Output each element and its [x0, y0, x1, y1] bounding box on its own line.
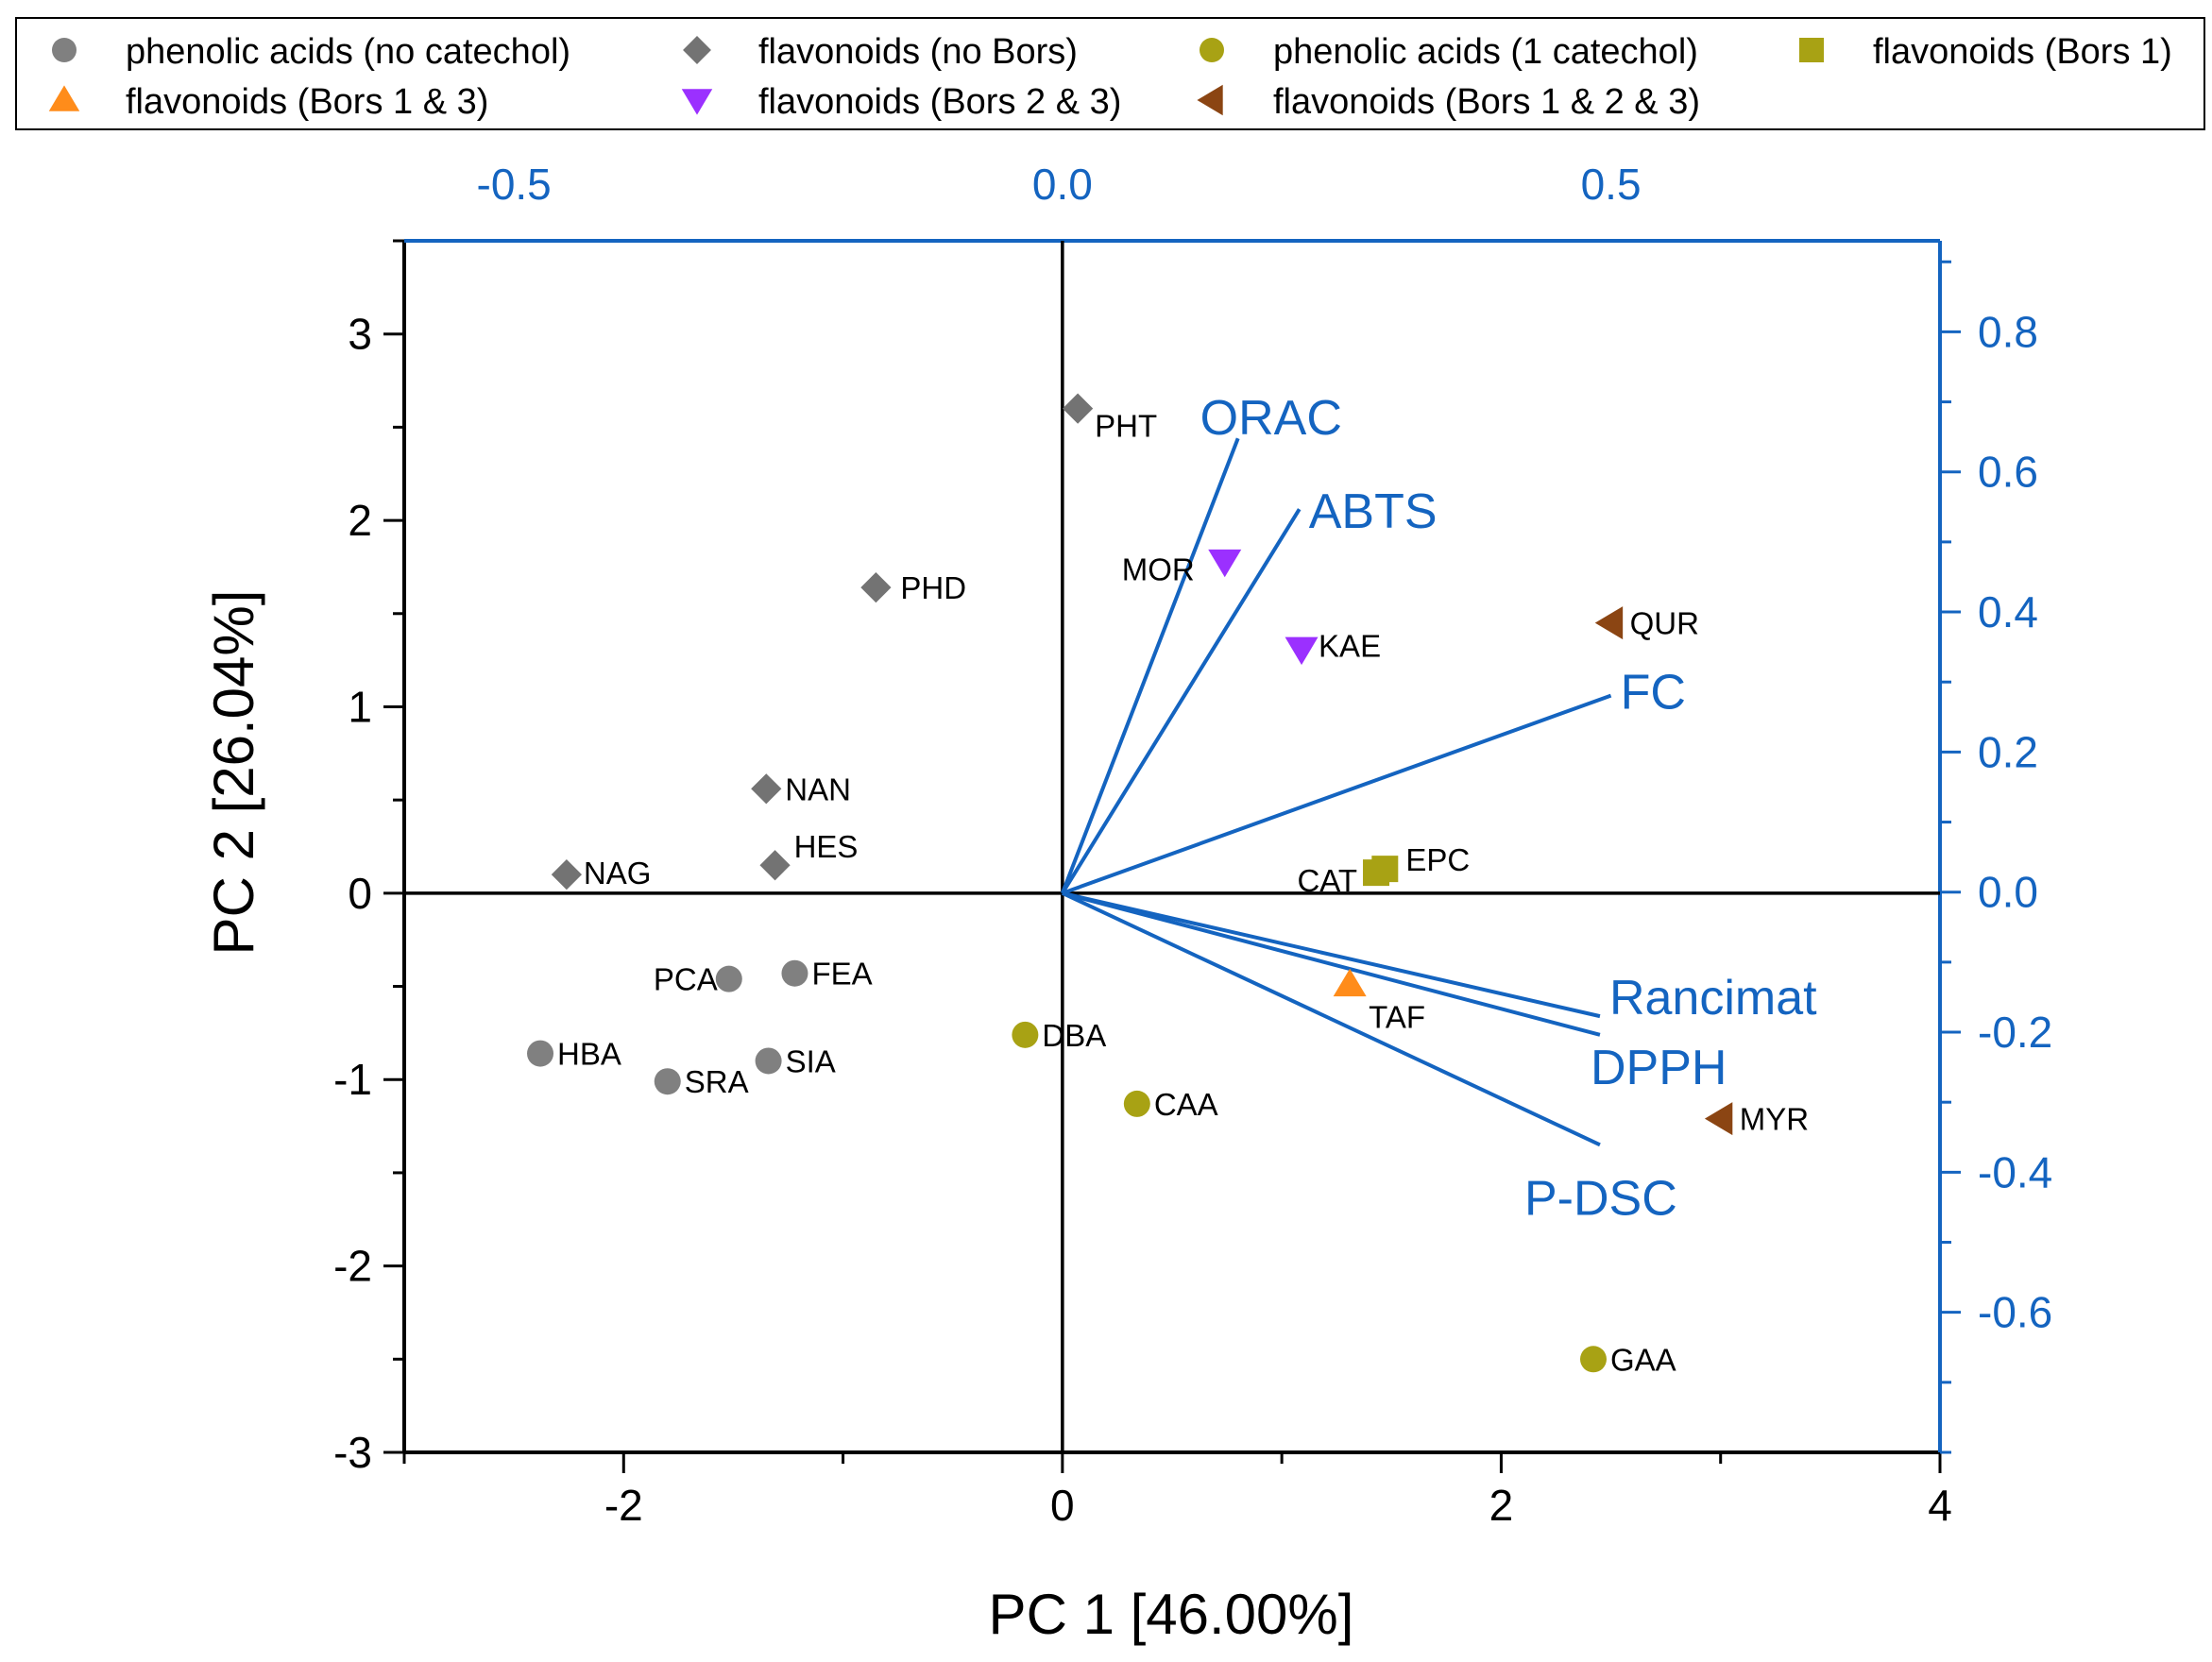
top-tick-label: 0.5	[1581, 160, 1642, 209]
point-label-sra: SRA	[685, 1064, 749, 1099]
point-taf	[1333, 968, 1367, 997]
loading-line-dpph	[1062, 890, 1601, 1037]
legend-box	[15, 17, 2205, 130]
loading-vectors: ORAC ABTS FC Rancimat DPPH P-DSC	[1060, 391, 1817, 1226]
point-label-taf: TAF	[1369, 1000, 1425, 1035]
point-hba	[527, 1040, 554, 1067]
point-sra	[654, 1068, 681, 1095]
point-label-dba: DBA	[1042, 1018, 1106, 1053]
legend-label: flavonoids (no Bors)	[758, 32, 1078, 72]
right-tick-label: 0.6	[1978, 448, 2038, 497]
right-tick-label: 0.0	[1978, 868, 2038, 917]
x-axis-title: PC 1 [46.00%]	[989, 1583, 1354, 1646]
point-kae	[1285, 636, 1319, 666]
point-label-myr: MYR	[1740, 1102, 1809, 1137]
point-label-mor: MOR	[1122, 552, 1195, 587]
point-label-phd: PHD	[900, 570, 966, 605]
point-pca	[715, 965, 742, 992]
point-label-caa: CAA	[1154, 1087, 1218, 1122]
loading-label-rancimat: Rancimat	[1609, 971, 1817, 1026]
point-label-pht: PHT	[1095, 409, 1157, 444]
point-nag	[551, 859, 582, 890]
legend-marker-circle	[52, 38, 77, 62]
legend-marker-triangle-left	[1197, 84, 1223, 116]
point-label-nan: NAN	[785, 772, 851, 806]
right-tick-label: -0.6	[1978, 1288, 2052, 1337]
y-tick-label: -3	[333, 1428, 372, 1477]
y-tick-label: -2	[333, 1242, 372, 1291]
point-label-cat: CAT	[1297, 863, 1357, 898]
point-fea	[781, 959, 808, 987]
right-tick-label: 0.4	[1978, 587, 2038, 636]
loading-line-orac	[1060, 437, 1240, 894]
loading-label-fc: FC	[1621, 666, 1686, 721]
point-cat	[1363, 859, 1390, 887]
legend-marker-circle	[1200, 38, 1224, 62]
point-hes	[759, 850, 791, 881]
y-axis-title: PC 2 [26.04%]	[202, 590, 265, 956]
point-caa	[1123, 1090, 1150, 1117]
point-pht	[1063, 393, 1094, 424]
point-label-gaa: GAA	[1610, 1342, 1676, 1377]
right-tick-label: 0.2	[1978, 727, 2038, 776]
point-nan	[751, 773, 782, 805]
point-label-epc: EPC	[1405, 842, 1470, 877]
loading-label-abts: ABTS	[1309, 484, 1438, 539]
x-tick-label: -2	[604, 1481, 643, 1530]
x-tick-label: 2	[1489, 1481, 1514, 1530]
top-tick-label: 0.0	[1032, 160, 1093, 209]
x-tick-label: 4	[1928, 1481, 1952, 1530]
point-label-nag: NAG	[584, 856, 652, 890]
point-mor	[1208, 549, 1242, 578]
loading-line-fc	[1062, 693, 1612, 895]
point-myr	[1704, 1102, 1733, 1136]
legend-label: phenolic acids (no catechol)	[126, 32, 570, 72]
point-label-hba: HBA	[557, 1037, 621, 1072]
top-tick-label: -0.5	[477, 160, 552, 209]
legend: phenolic acids (no catechol) flavonoids (…	[15, 17, 2205, 130]
right-tick-label: -0.4	[1978, 1147, 2052, 1196]
y-tick-label: 1	[348, 682, 372, 731]
loading-line-rancimat	[1062, 890, 1601, 1019]
legend-marker-square	[1799, 38, 1824, 62]
point-label-pca: PCA	[654, 962, 718, 997]
loading-label-orac: ORAC	[1200, 391, 1342, 446]
point-gaa	[1579, 1346, 1607, 1373]
point-phd	[860, 572, 892, 603]
legend-label: flavonoids (Bors 1 & 3)	[126, 82, 488, 122]
point-label-fea: FEA	[811, 957, 872, 992]
point-label-hes: HES	[794, 829, 859, 864]
loading-line-p-dsc	[1062, 891, 1601, 1147]
legend-marker-triangle-down	[681, 89, 713, 115]
point-qur	[1594, 606, 1624, 640]
axis-ticks: -2 0 2 4 -3 -2 -1 0 1 2 3 -0.5 0.0 0.5 -0.6 -0.4 -0.2 0.0…	[333, 160, 2052, 1530]
y-tick-label: -1	[333, 1055, 372, 1104]
legend-label: flavonoids (Bors 1 & 2 & 3)	[1273, 82, 1700, 122]
loading-label-p-dsc: P-DSC	[1524, 1171, 1677, 1226]
right-tick-label: 0.8	[1978, 307, 2038, 356]
point-label-sia: SIA	[786, 1043, 836, 1078]
legend-label: flavonoids (Bors 1)	[1873, 32, 2172, 72]
y-tick-label: 2	[348, 496, 372, 545]
legend-label: flavonoids (Bors 2 & 3)	[758, 82, 1121, 122]
y-tick-label: 3	[348, 310, 372, 359]
point-dba	[1012, 1021, 1039, 1048]
legend-label: phenolic acids (1 catechol)	[1273, 32, 1698, 72]
loading-line-abts	[1061, 508, 1302, 894]
score-points: PCA FEA HBA SRA SIA PHT PHD NAN HES NAG DBA CAA GAA E…	[527, 393, 1809, 1377]
legend-marker-triangle-up	[48, 85, 80, 111]
y-tick-label: 0	[348, 869, 372, 918]
point-label-qur: QUR	[1630, 606, 1699, 641]
point-sia	[755, 1047, 782, 1075]
legend-marker-diamond	[683, 36, 711, 64]
right-tick-label: -0.2	[1978, 1008, 2052, 1057]
x-tick-label: 0	[1050, 1481, 1075, 1530]
point-label-kae: KAE	[1319, 628, 1381, 663]
plot-frame	[402, 239, 1942, 1454]
loading-label-dpph: DPPH	[1591, 1041, 1727, 1095]
